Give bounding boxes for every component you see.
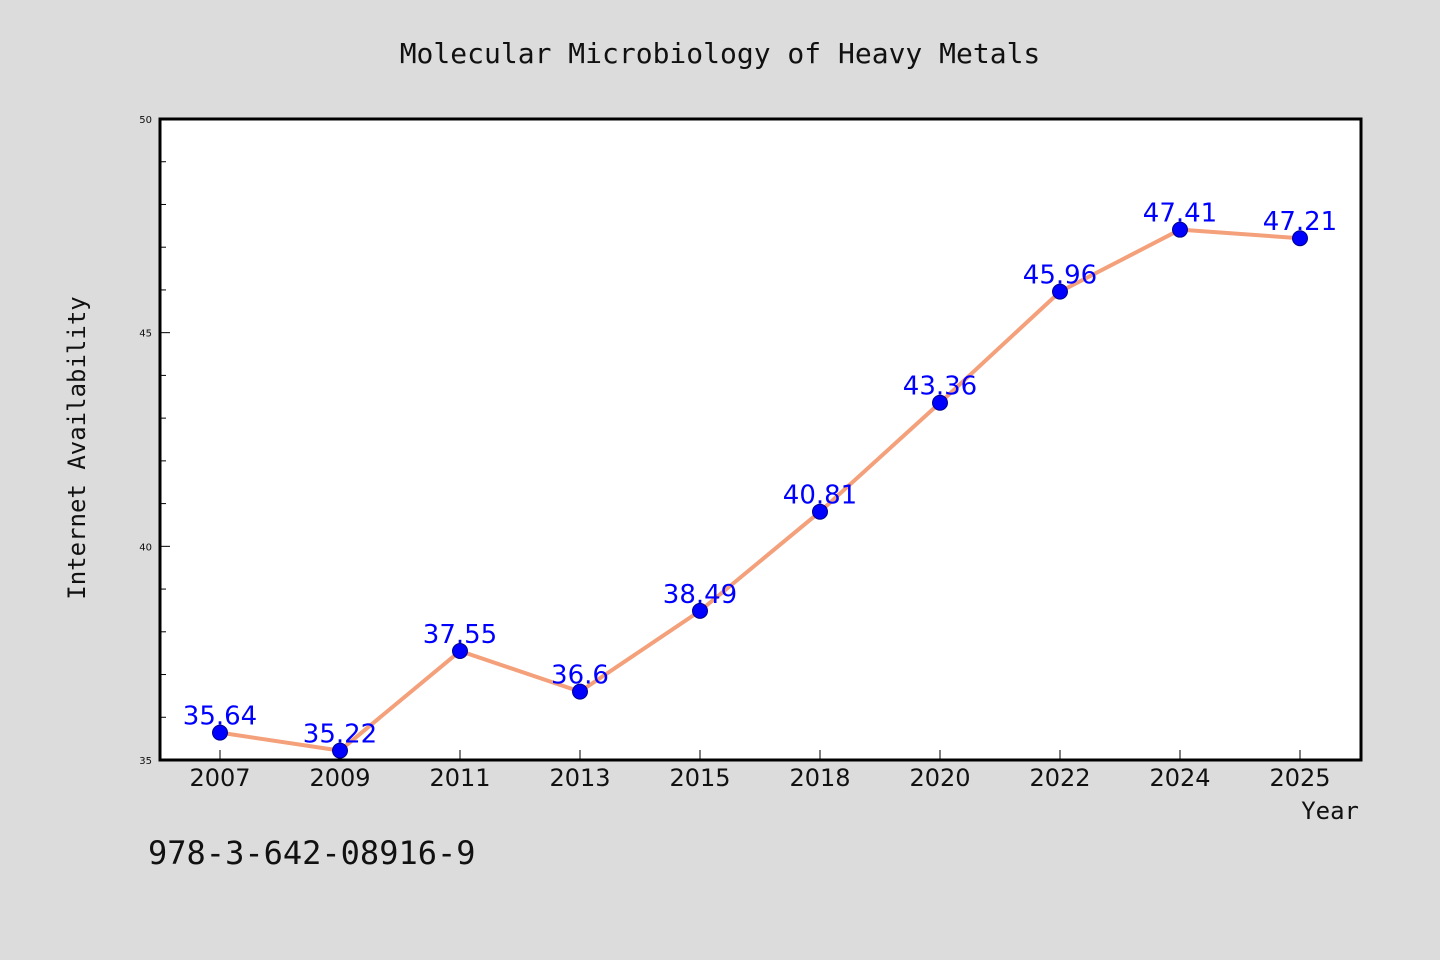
data-point: [452, 643, 468, 660]
data-label: 36.6: [551, 661, 609, 691]
data-label: 38.49: [663, 580, 737, 610]
x-tick-label: 2024: [1149, 764, 1210, 792]
data-point: [572, 683, 588, 700]
x-tick-label: 2022: [1029, 764, 1090, 792]
plot-frame: [158, 117, 1363, 762]
x-tick-label: 2015: [669, 764, 730, 792]
x-tick-label: 2011: [429, 764, 490, 792]
x-tick-label: 2020: [909, 764, 970, 792]
data-label: 40.81: [783, 481, 857, 511]
y-tick-label: 40: [139, 542, 152, 553]
data-point: [932, 394, 948, 411]
data-point: [812, 503, 828, 520]
series-group: 35.64 35.22 37.55 36.6 38.49 40.81 43.36 45.96 4…: [183, 199, 1337, 759]
x-tick-label: 2007: [189, 764, 250, 792]
data-point: [692, 602, 708, 619]
data-label: 45.96: [1023, 261, 1097, 291]
data-label: 47.41: [1143, 199, 1217, 229]
y-tick-label: 50: [139, 115, 152, 126]
y-tick-label: 35: [139, 756, 152, 767]
x-tick-label: 2009: [309, 764, 370, 792]
y-axis-label: Internet Availability: [63, 296, 91, 599]
data-point: [1292, 230, 1308, 247]
data-point: [1052, 283, 1068, 300]
data-label: 35.22: [303, 720, 377, 750]
x-tick-label: 2025: [1269, 764, 1330, 792]
x-axis-label: Year: [1301, 797, 1359, 825]
chart-title: Molecular Microbiology of Heavy Metals: [400, 37, 1041, 70]
data-label: 47.21: [1263, 207, 1337, 237]
data-label: 43.36: [903, 372, 977, 402]
x-tick-label: 2013: [549, 764, 610, 792]
isbn-text: 978-3-642-08916-9: [148, 834, 476, 872]
x-tick-label: 2018: [789, 764, 850, 792]
data-label: 35.64: [183, 702, 257, 732]
series-line: [218, 227, 1302, 753]
x-axis-ticks: 2007 2009 2011 2013 2015 2018 2020 2022 2024 2025: [189, 750, 1331, 792]
plot-area: [160, 119, 1361, 760]
data-point: [1172, 221, 1188, 238]
data-point: [212, 724, 228, 741]
data-label: 37.55: [423, 620, 497, 650]
data-point: [332, 742, 348, 759]
y-tick-label: 45: [139, 329, 152, 340]
